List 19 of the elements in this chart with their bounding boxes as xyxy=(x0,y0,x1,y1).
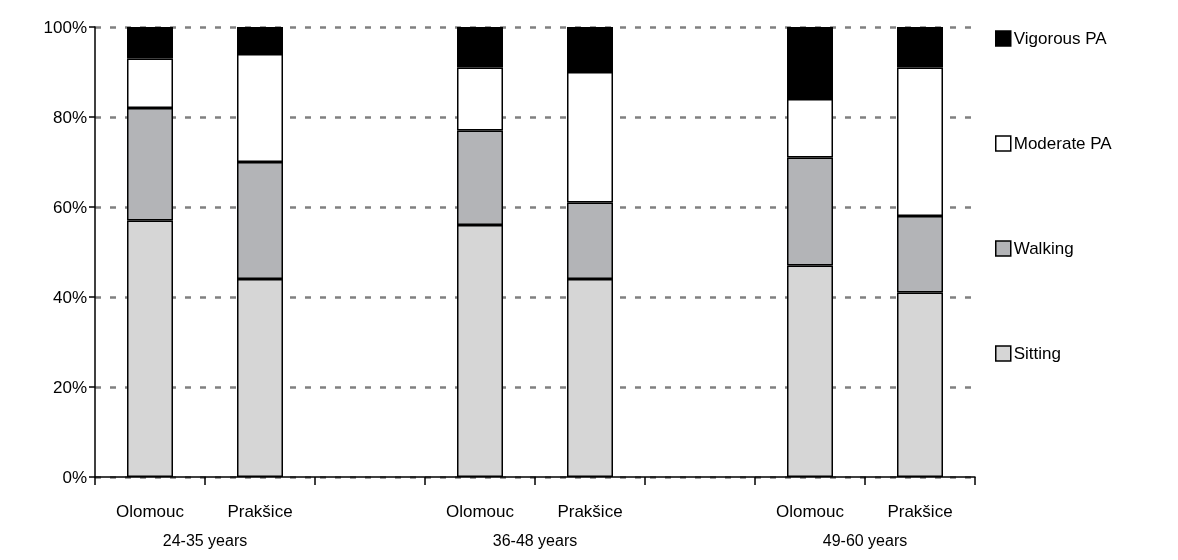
y-tick-label: 60% xyxy=(52,197,87,217)
legend-label: Sitting xyxy=(1013,344,1061,363)
x-tick-label: Prakšice xyxy=(557,502,623,521)
text: 36-48 years xyxy=(492,531,578,549)
x-tick-label: Olomouc xyxy=(775,502,845,521)
legend-label: Vigorous PA xyxy=(1013,29,1108,48)
x-tick-label: Olomouc xyxy=(445,502,515,521)
y-tick-label: 0% xyxy=(62,467,87,487)
y-tick-label: 40% xyxy=(52,287,87,307)
y-tick-label: 80% xyxy=(52,107,87,127)
y-tick-label: 100% xyxy=(43,17,87,37)
legend-label: Walking xyxy=(1013,239,1074,258)
text: 24-35 years xyxy=(162,531,248,549)
text: 49-60 years xyxy=(822,531,908,549)
x-tick-label: Prakšice xyxy=(887,502,953,521)
legend-label: Moderate PA xyxy=(1013,134,1113,153)
x-tick-label: Olomouc xyxy=(115,502,185,521)
x-tick-label: Prakšice xyxy=(227,502,293,521)
y-tick-label: 20% xyxy=(52,377,87,397)
